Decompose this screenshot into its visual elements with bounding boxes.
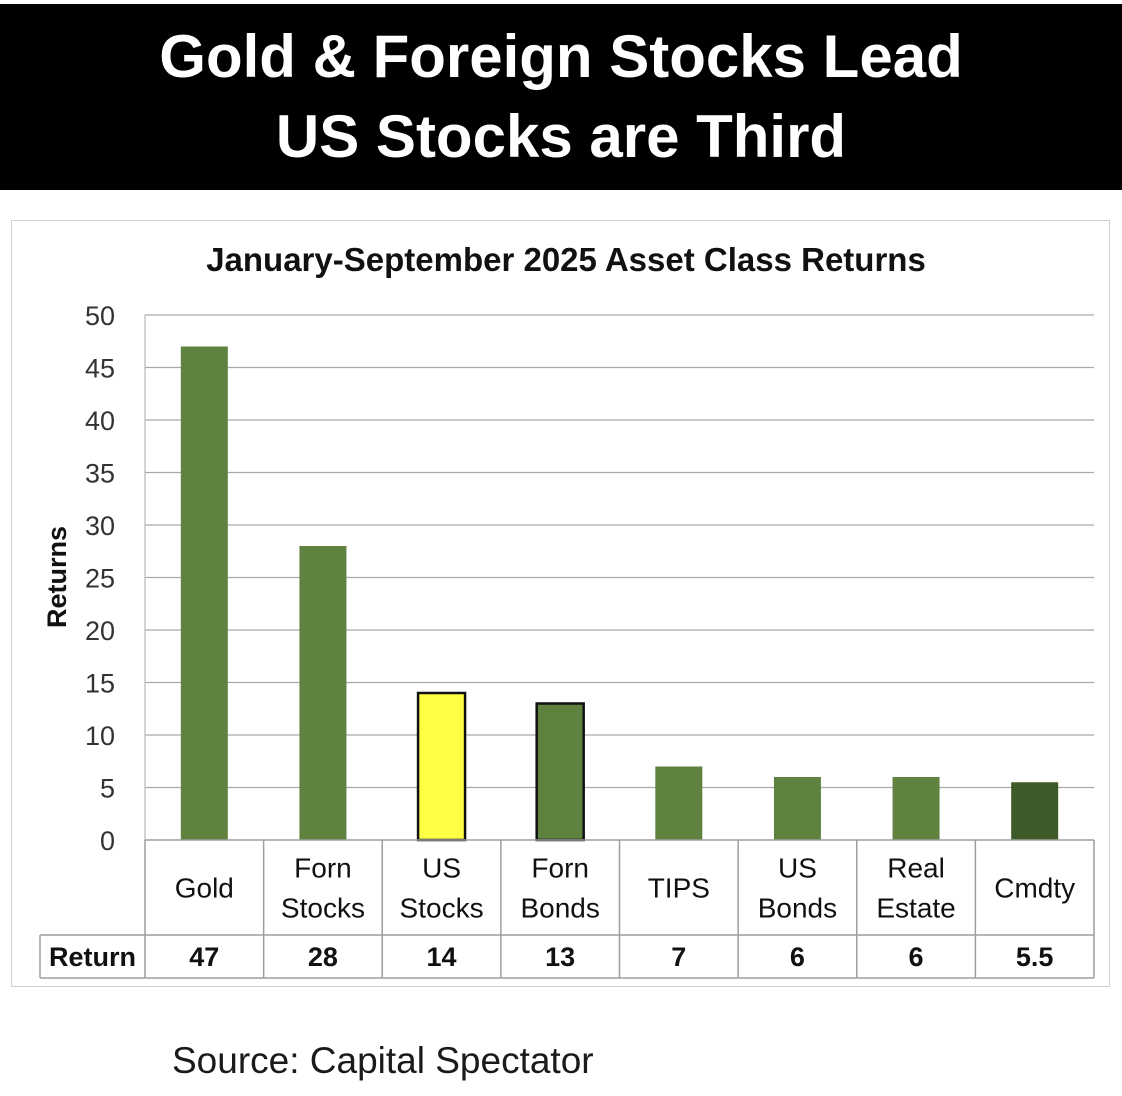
table-value: 28 [308,942,338,972]
y-tick-label: 10 [85,721,115,751]
bar [892,777,940,840]
category-label: Real [887,853,945,884]
bar [773,777,821,840]
category-label: Forn [531,853,589,884]
table-row-label: Return [49,942,136,972]
y-axis-label: Returns [42,526,72,628]
headline-line-2: US Stocks are Third [275,103,847,170]
table-value: 47 [189,942,219,972]
y-tick-label: 45 [85,354,115,384]
category-label: Cmdty [994,873,1075,904]
bar [299,546,347,840]
table-value: 14 [427,942,457,972]
chart-frame [11,220,1110,987]
headline-line-1: Gold & Foreign Stocks Lead [159,23,963,90]
bar [416,691,467,842]
table-value: 13 [545,942,575,972]
table-value: 7 [671,942,686,972]
category-label: Estate [876,893,955,924]
y-tick-label: 40 [85,406,115,436]
y-tick-label: 0 [100,826,115,856]
y-tick-label: 20 [85,616,115,646]
category-label: US [778,853,817,884]
source-note: Source: Capital Spectator [172,1040,594,1081]
y-tick-label: 15 [85,669,115,699]
category-label: Gold [175,873,234,904]
table-value: 6 [790,942,805,972]
y-tick-label: 50 [85,301,115,331]
category-label: Stocks [281,893,365,924]
bar [180,346,228,840]
y-tick-label: 25 [85,564,115,594]
table-value: 5.5 [1016,942,1054,972]
table-value: 6 [909,942,924,972]
bar [655,766,703,840]
y-tick-label: 35 [85,459,115,489]
category-label: Bonds [758,893,837,924]
category-label: TIPS [648,873,710,904]
chart-title: January-September 2025 Asset Class Retur… [206,241,926,278]
category-label: Forn [294,853,352,884]
bar [535,702,585,842]
category-label: Stocks [400,893,484,924]
bar [1011,782,1059,840]
y-tick-label: 30 [85,511,115,541]
y-tick-label: 5 [100,774,115,804]
headline-banner: Gold & Foreign Stocks Lead US Stocks are… [0,4,1122,190]
category-label: US [422,853,461,884]
category-label: Bonds [520,893,599,924]
